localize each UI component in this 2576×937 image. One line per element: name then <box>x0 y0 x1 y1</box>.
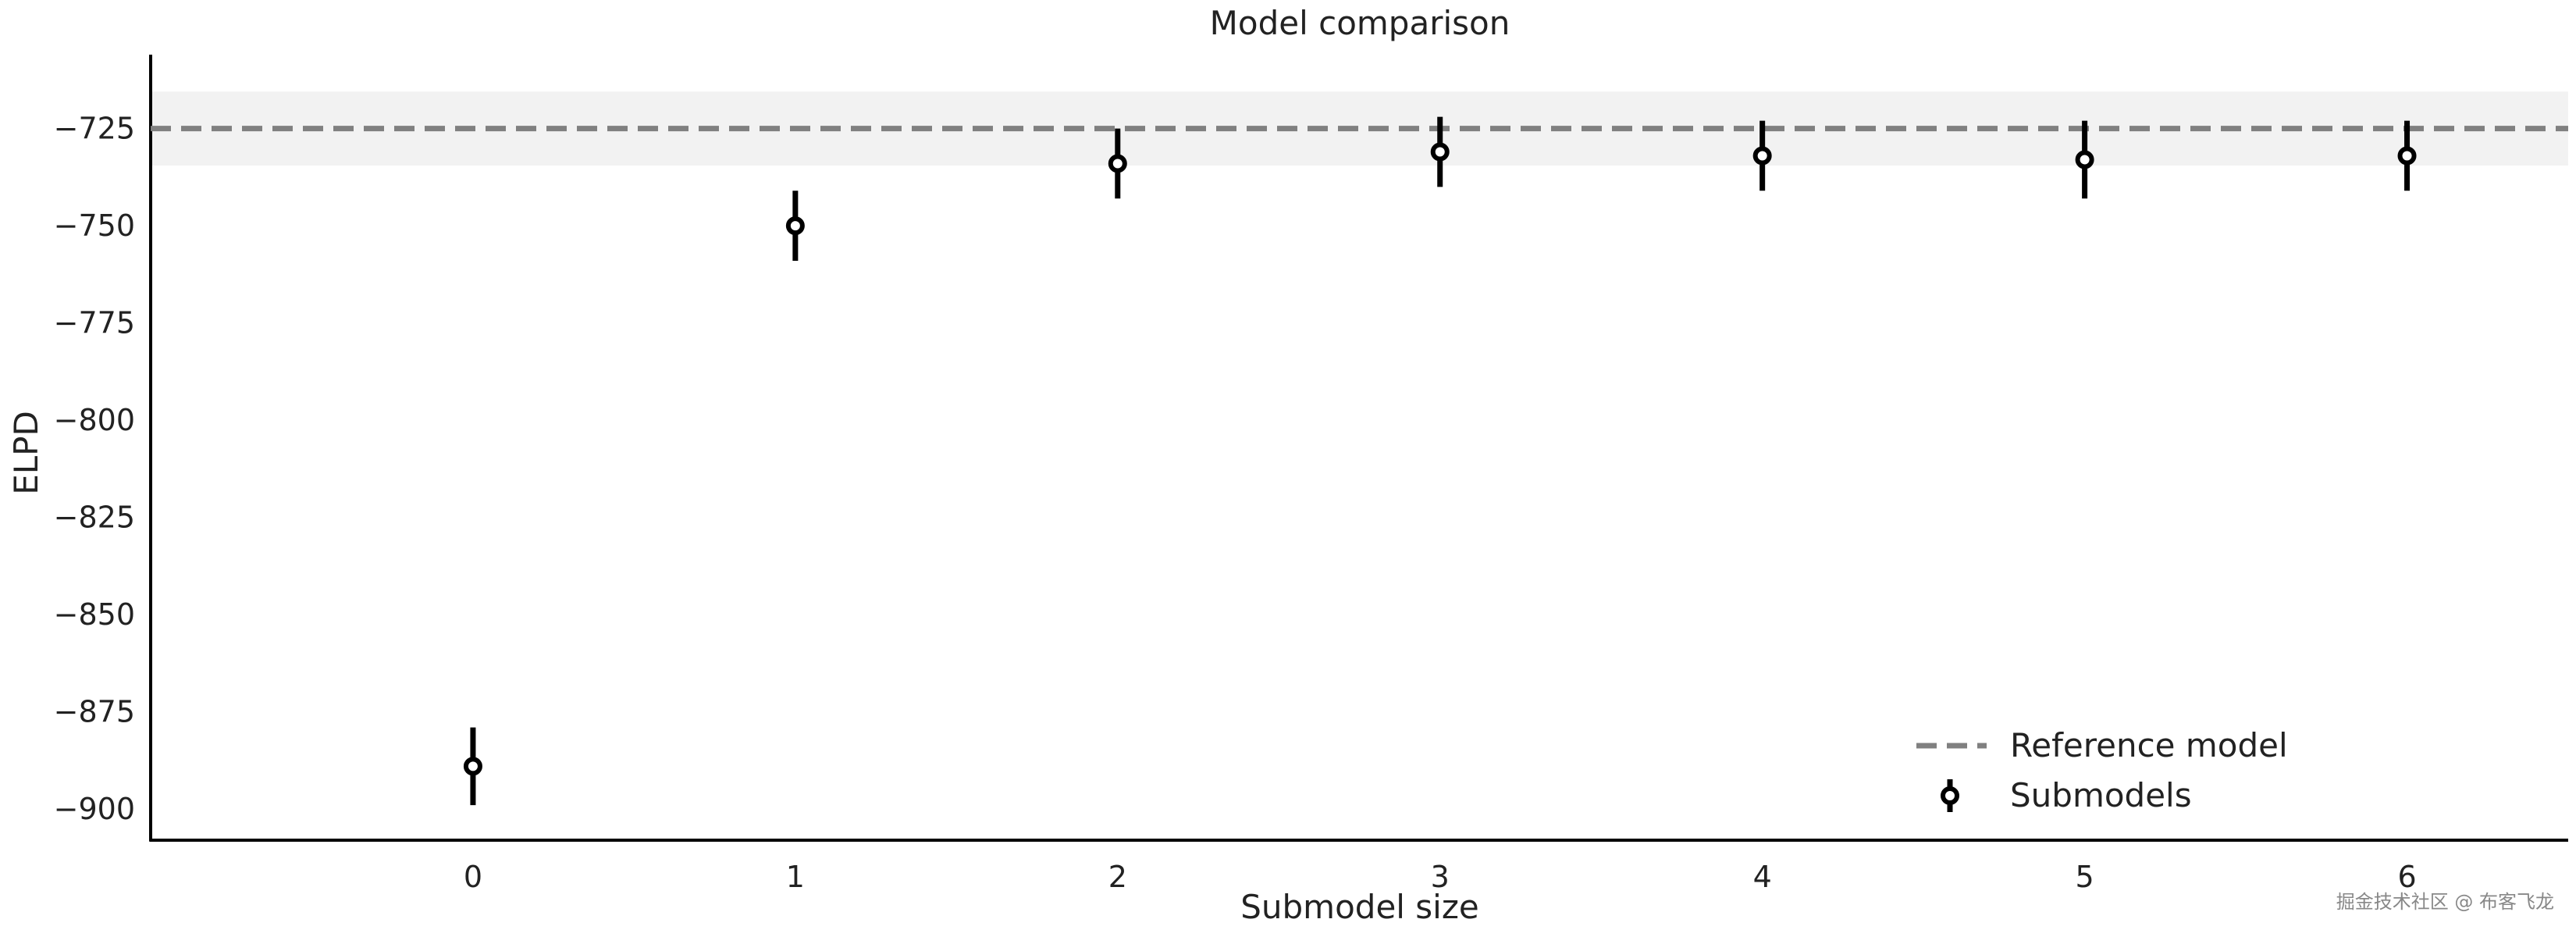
y-tick-label--725: −725 <box>54 112 135 146</box>
y-tick-label--800: −800 <box>54 403 135 437</box>
legend: Reference model Submodels <box>1916 726 2288 814</box>
y-axis-title: ELPD <box>7 411 45 495</box>
legend-reference-label: Reference model <box>2010 726 2288 764</box>
legend-submodels-label: Submodels <box>2010 776 2192 814</box>
watermark: 掘金技术社区 @ 布客飞龙 <box>2336 891 2554 913</box>
point-2 <box>1108 154 1127 173</box>
point-0 <box>463 757 482 776</box>
point-1 <box>785 216 805 236</box>
x-axis-title: Submodel size <box>1240 888 1479 926</box>
x-tick-label-3: 3 <box>1431 860 1450 894</box>
chart-title: Model comparison <box>1210 4 1510 42</box>
x-tick-label-1: 1 <box>786 860 805 894</box>
y-tick-label--900: −900 <box>54 792 135 826</box>
x-tick-label-2: 2 <box>1108 860 1127 894</box>
y-tick-label--750: −750 <box>54 208 135 243</box>
x-tick-label-5: 5 <box>2076 860 2094 894</box>
y-tick-label--825: −825 <box>54 501 135 535</box>
point-3 <box>1430 142 1450 162</box>
x-tick-label-6: 6 <box>2397 860 2416 894</box>
y-tick-label--875: −875 <box>54 695 135 729</box>
point-6 <box>2397 146 2417 166</box>
point-4 <box>1752 146 1772 166</box>
x-tick-label-4: 4 <box>1753 860 1772 894</box>
y-tick-label--850: −850 <box>54 597 135 632</box>
x-tick-label-0: 0 <box>464 860 482 894</box>
legend-submodels-swatch-marker <box>1941 786 1959 805</box>
point-5 <box>2075 150 2094 169</box>
y-tick-label--775: −775 <box>54 306 135 340</box>
